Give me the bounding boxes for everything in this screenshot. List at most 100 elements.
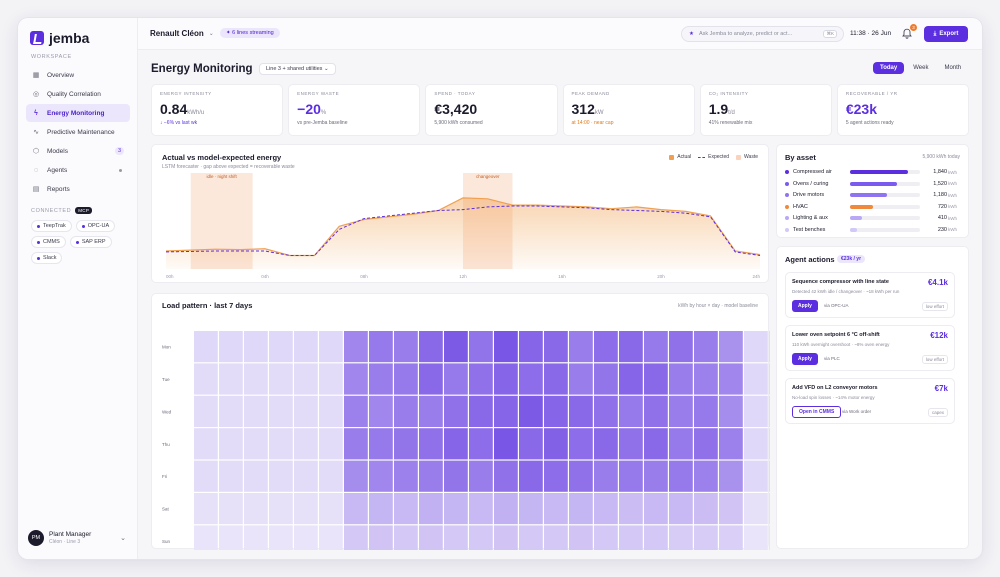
asset-row[interactable]: Drive motors 1,180 kWh bbox=[785, 190, 957, 200]
heatmap-cell[interactable] bbox=[769, 363, 770, 395]
heatmap-cell[interactable] bbox=[219, 331, 243, 363]
heatmap-cell[interactable] bbox=[644, 331, 668, 363]
range-week-button[interactable]: Week bbox=[913, 65, 929, 71]
heatmap-cell[interactable] bbox=[219, 363, 243, 395]
heatmap-cell[interactable] bbox=[669, 525, 693, 550]
heatmap-cell[interactable] bbox=[344, 395, 368, 427]
heatmap-cell[interactable] bbox=[319, 428, 343, 460]
heatmap-cell[interactable] bbox=[394, 460, 418, 492]
heatmap-cell[interactable] bbox=[319, 395, 343, 427]
sidebar-item-predictive-maintenance[interactable]: ∿ Predictive Maintenance bbox=[26, 123, 130, 141]
asset-row[interactable]: Test benches 230 kWh bbox=[785, 225, 957, 235]
heatmap-cell[interactable] bbox=[644, 493, 668, 525]
heatmap-cell[interactable] bbox=[544, 525, 568, 550]
heatmap-cell[interactable] bbox=[594, 525, 618, 550]
heatmap-cell[interactable] bbox=[644, 525, 668, 550]
heatmap-cell[interactable] bbox=[694, 395, 718, 427]
heatmap-cell[interactable] bbox=[219, 395, 243, 427]
heatmap-cell[interactable] bbox=[444, 525, 468, 550]
heatmap-cell[interactable] bbox=[344, 428, 368, 460]
heatmap-cell[interactable] bbox=[394, 363, 418, 395]
sidebar-item-overview[interactable]: ▦ Overview bbox=[26, 66, 130, 84]
heatmap-cell[interactable] bbox=[769, 395, 770, 427]
heatmap-cell[interactable] bbox=[744, 331, 768, 363]
heatmap-cell[interactable] bbox=[619, 525, 643, 550]
heatmap-cell[interactable] bbox=[519, 395, 543, 427]
heatmap-cell[interactable] bbox=[394, 493, 418, 525]
heatmap-cell[interactable] bbox=[369, 493, 393, 525]
heatmap-cell[interactable] bbox=[644, 460, 668, 492]
heatmap-cell[interactable] bbox=[194, 395, 218, 427]
heatmap-cell[interactable] bbox=[394, 331, 418, 363]
heatmap-cell[interactable] bbox=[344, 460, 368, 492]
heatmap-cell[interactable] bbox=[244, 363, 268, 395]
heatmap-cell[interactable] bbox=[694, 460, 718, 492]
heatmap-cell[interactable] bbox=[444, 395, 468, 427]
heatmap-cell[interactable] bbox=[494, 493, 518, 525]
export-button[interactable]: ⤓ Export bbox=[924, 26, 968, 42]
heatmap-cell[interactable] bbox=[594, 493, 618, 525]
heatmap-cell[interactable] bbox=[194, 428, 218, 460]
heatmap-cell[interactable] bbox=[769, 331, 770, 363]
sidebar-item-reports[interactable]: ▤ Reports bbox=[26, 180, 130, 198]
heatmap-cell[interactable] bbox=[219, 493, 243, 525]
kpi-spend-today[interactable]: SPEND · TODAY €3,420 5,900 kWh consumed bbox=[425, 84, 558, 136]
heatmap-cell[interactable] bbox=[644, 363, 668, 395]
heatmap-cell[interactable] bbox=[569, 428, 593, 460]
heatmap-cell[interactable] bbox=[719, 525, 743, 550]
heatmap-cell[interactable] bbox=[544, 331, 568, 363]
heatmap-cell[interactable] bbox=[469, 395, 493, 427]
kpi-co2-intensity[interactable]: CO₂ INTENSITY 1.9t/d 41% renewable mix bbox=[699, 84, 832, 136]
heatmap-cell[interactable] bbox=[669, 363, 693, 395]
heatmap-cell[interactable] bbox=[494, 331, 518, 363]
heatmap-cell[interactable] bbox=[494, 428, 518, 460]
heatmap-cell[interactable] bbox=[194, 525, 218, 550]
heatmap-cell[interactable] bbox=[369, 363, 393, 395]
heatmap-cell[interactable] bbox=[344, 525, 368, 550]
heatmap-cell[interactable] bbox=[619, 363, 643, 395]
heatmap-cell[interactable] bbox=[719, 428, 743, 460]
heatmap-cell[interactable] bbox=[294, 363, 318, 395]
heatmap-cell[interactable] bbox=[294, 460, 318, 492]
heatmap-cell[interactable] bbox=[619, 331, 643, 363]
heatmap-cell[interactable] bbox=[369, 428, 393, 460]
heatmap-cell[interactable] bbox=[319, 460, 343, 492]
heatmap-cell[interactable] bbox=[569, 525, 593, 550]
heatmap-cell[interactable] bbox=[569, 460, 593, 492]
heatmap-cell[interactable] bbox=[594, 363, 618, 395]
heatmap-cell[interactable] bbox=[669, 460, 693, 492]
heatmap-cell[interactable] bbox=[269, 395, 293, 427]
heatmap-cell[interactable] bbox=[594, 331, 618, 363]
heatmap-cell[interactable] bbox=[519, 460, 543, 492]
heatmap-cell[interactable] bbox=[519, 331, 543, 363]
heatmap-cell[interactable] bbox=[544, 395, 568, 427]
heatmap-cell[interactable] bbox=[769, 525, 770, 550]
heatmap-cell[interactable] bbox=[744, 460, 768, 492]
asset-row[interactable]: Compressed air 1,840 kWh bbox=[785, 167, 957, 177]
heatmap-cell[interactable] bbox=[719, 331, 743, 363]
connector-chip-sap-erp[interactable]: SAP ERP bbox=[69, 236, 112, 248]
heatmap-cell[interactable] bbox=[369, 331, 393, 363]
heatmap-cell[interactable] bbox=[544, 363, 568, 395]
heatmap-cell[interactable] bbox=[244, 525, 268, 550]
heatmap-cell[interactable] bbox=[419, 395, 443, 427]
heatmap-cell[interactable] bbox=[769, 460, 770, 492]
kpi-peak-demand[interactable]: PEAK DEMAND 312kW at 14:00 · near cap bbox=[562, 84, 695, 136]
apply-button[interactable]: Apply bbox=[792, 353, 818, 365]
heatmap-cell[interactable] bbox=[269, 331, 293, 363]
heatmap-cell[interactable] bbox=[544, 493, 568, 525]
heatmap-cell[interactable] bbox=[494, 395, 518, 427]
heatmap-cell[interactable] bbox=[469, 525, 493, 550]
heatmap-cell[interactable] bbox=[669, 493, 693, 525]
heatmap-cell[interactable] bbox=[444, 428, 468, 460]
heatmap-cell[interactable] bbox=[294, 331, 318, 363]
heatmap-cell[interactable] bbox=[469, 493, 493, 525]
heatmap-cell[interactable] bbox=[769, 493, 770, 525]
heatmap-cell[interactable] bbox=[694, 525, 718, 550]
asset-row[interactable]: Ovens / curing 1,520 kWh bbox=[785, 179, 957, 189]
heatmap-cell[interactable] bbox=[644, 395, 668, 427]
heatmap-cell[interactable] bbox=[669, 428, 693, 460]
heatmap-cell[interactable] bbox=[494, 460, 518, 492]
heatmap-cell[interactable] bbox=[194, 460, 218, 492]
heatmap-cell[interactable] bbox=[569, 395, 593, 427]
